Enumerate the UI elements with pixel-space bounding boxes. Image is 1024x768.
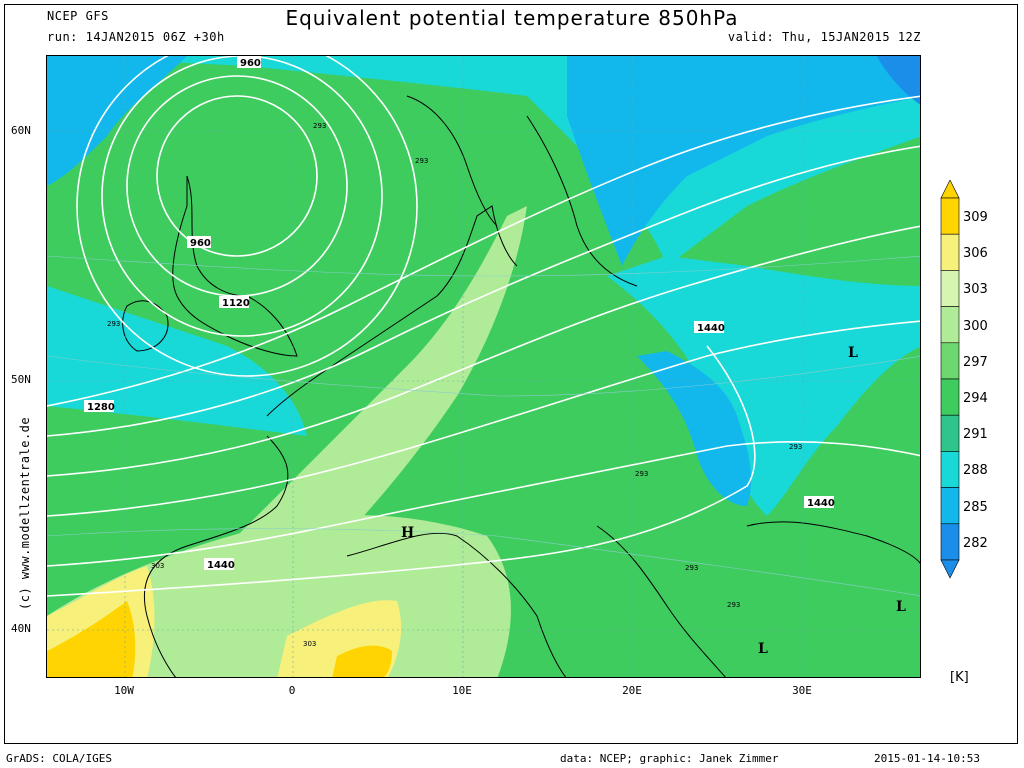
- colorbar-swatch: [940, 414, 960, 452]
- colorbar-swatch: [940, 451, 960, 488]
- theta-label: 293: [415, 157, 428, 165]
- theta-label: 293: [789, 443, 802, 451]
- lon-label: 10E: [452, 684, 472, 697]
- pressure-label: 1440: [807, 498, 835, 509]
- high-center: H: [401, 525, 414, 541]
- colorbar-level-label: 300: [963, 318, 988, 334]
- theta-label: 293: [107, 320, 120, 328]
- geopotential-contours: [47, 56, 920, 597]
- lat-label: 50N: [11, 373, 31, 386]
- low-center: L: [758, 641, 768, 657]
- colorbar-swatch: [940, 197, 960, 235]
- theta-label: 303: [303, 640, 316, 648]
- pressure-label: 960: [190, 238, 211, 249]
- map-canvas: 960 960 1120 1280 1440 1440 1440 293 293…: [47, 56, 920, 677]
- theta-label: 303: [151, 562, 164, 570]
- low-center: L: [848, 345, 858, 361]
- pressure-label: 960: [240, 58, 261, 69]
- coast-black-sea: [746, 521, 920, 564]
- lat-label: 60N: [11, 124, 31, 137]
- colorbar-swatch: [940, 270, 960, 307]
- theta-label: 293: [727, 601, 740, 609]
- colorbar-level-label: 282: [963, 535, 988, 551]
- pressure-label: 1120: [222, 298, 250, 309]
- colorbar-unit: [K]: [950, 670, 969, 685]
- weather-map: 960 960 1120 1280 1440 1440 1440 293 293…: [46, 55, 921, 678]
- colorbar-level-label: 309: [963, 210, 988, 225]
- pressure-centers: L H L L: [401, 345, 906, 657]
- chart-title: Equivalent potential temperature 850hPa: [285, 6, 739, 30]
- pressure-label: 1440: [207, 560, 235, 571]
- colorbar-level-label: 297: [963, 354, 988, 370]
- colorbar: [940, 180, 960, 579]
- theta-contours: [47, 255, 920, 596]
- warm-conveyor: [197, 206, 527, 576]
- pressure-label: 1280: [87, 402, 115, 413]
- colorbar-swatch: [940, 523, 960, 561]
- colorbar-swatch: [940, 342, 960, 380]
- model-label: NCEP GFS: [47, 9, 109, 23]
- lon-label: 10W: [114, 684, 134, 697]
- valid-label: valid: Thu, 15JAN2015 12Z: [727, 30, 921, 44]
- hot-region-iberia: [47, 601, 136, 677]
- coastlines: [122, 95, 920, 677]
- cold-core-northeast: [877, 56, 920, 105]
- colorbar-swatch: [940, 378, 960, 416]
- colorbar-level-label: 306: [963, 246, 988, 262]
- coast-sweden: [526, 115, 638, 287]
- credit-label: (c) www.modellzentrale.de: [18, 416, 32, 610]
- cold-region-northeast: [567, 56, 920, 266]
- theta-label: 293: [685, 564, 698, 572]
- colorbar-swatch: [940, 306, 960, 344]
- coast-ireland: [122, 300, 169, 352]
- footer-software: GrADS: COLA/IGES: [6, 752, 112, 765]
- footer-source: data: NCEP; graphic: Janek Zimmer: [560, 752, 779, 765]
- colorbar-level-label: 285: [963, 499, 988, 515]
- pressure-labels: 960 960 1120 1280 1440 1440 1440: [84, 56, 835, 571]
- hot-region-mediterranean: [332, 645, 392, 677]
- colorbar-swatch: [940, 233, 960, 271]
- lat-label: 40N: [11, 622, 31, 635]
- coast-norway: [406, 95, 498, 227]
- coast-north-sea: [266, 205, 518, 417]
- colorbar-level-label: 303: [963, 282, 988, 298]
- plot-frame: [4, 4, 1018, 744]
- colorbar-arrow-top: [940, 180, 960, 199]
- cold-core-east: [637, 351, 752, 506]
- theta-label: 293: [313, 122, 326, 130]
- lon-label: 30E: [792, 684, 812, 697]
- coast-balkans: [596, 525, 726, 677]
- colorbar-swatch: [940, 487, 960, 525]
- pressure-label: 1440: [697, 323, 725, 334]
- cold-region-northwest: [47, 56, 187, 186]
- theta-labels: 293 293 293 293 293 293 303 303 293: [107, 122, 802, 648]
- theta-label: 293: [635, 470, 648, 478]
- colorbar-level-label: 294: [963, 391, 988, 406]
- lon-label: 0: [288, 684, 296, 697]
- coast-france-iberia: [143, 435, 289, 677]
- coast-british-isles: [172, 175, 298, 357]
- coast-italy: [346, 532, 567, 677]
- run-label: run: 14JAN2015 06Z +30h: [47, 30, 225, 44]
- colorbar-level-label: 291: [963, 427, 988, 443]
- colorbar-arrow-bottom: [940, 559, 960, 579]
- low-center: L: [896, 599, 906, 615]
- colorbar-level-label: 288: [963, 463, 988, 479]
- graticule: [47, 56, 920, 677]
- cold-region-east: [607, 256, 920, 516]
- footer-timestamp: 2015-01-14-10:53: [874, 752, 980, 765]
- lon-label: 20E: [622, 684, 642, 697]
